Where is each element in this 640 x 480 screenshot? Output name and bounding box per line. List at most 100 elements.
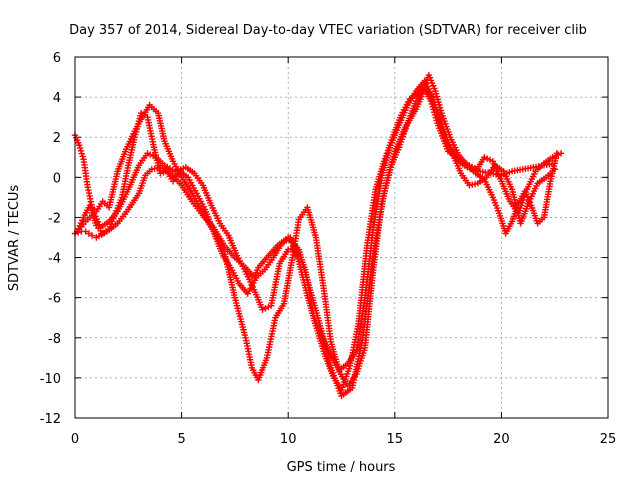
data-marker-interp — [437, 127, 445, 134]
data-marker-interp — [506, 169, 513, 176]
data-marker-interp — [522, 188, 530, 196]
data-marker-interp — [320, 287, 328, 295]
data-marker-interp — [483, 155, 491, 162]
data-marker-interp — [234, 277, 241, 285]
data-marker-interp — [466, 165, 474, 172]
data-marker-interp — [386, 144, 394, 151]
data-marker-interp — [351, 373, 358, 380]
data-marker-interp — [549, 168, 556, 175]
data-marker-interp — [187, 195, 194, 203]
x-tick-label: 5 — [177, 432, 185, 447]
x-tick-label: 0 — [71, 432, 79, 447]
data-marker-interp — [217, 247, 225, 255]
data-marker-interp — [516, 166, 524, 174]
data-marker-interp — [411, 90, 418, 97]
data-marker-interp — [168, 155, 176, 162]
data-marker-interp — [84, 181, 91, 188]
data-marker-interp — [102, 228, 110, 235]
data-marker-interp — [112, 210, 120, 217]
data-marker-interp — [538, 162, 546, 169]
y-tick-label: 6 — [53, 51, 61, 66]
data-marker-interp — [505, 195, 513, 203]
data-marker-interp — [198, 207, 205, 215]
data-marker-interp — [428, 91, 435, 98]
data-marker-interp — [486, 156, 494, 164]
data-marker-interp — [141, 111, 148, 119]
x-tick-label: 25 — [600, 432, 617, 447]
data-markers — [71, 71, 565, 400]
data-marker-interp — [113, 170, 121, 178]
data-marker-interp — [546, 180, 554, 188]
data-marker-interp — [334, 364, 342, 371]
y-tick-label: -12 — [40, 412, 61, 427]
data-marker-interp — [454, 155, 461, 163]
x-axis-label: GPS time / hours — [287, 460, 396, 475]
data-marker-interp — [200, 203, 207, 210]
data-marker-interp — [79, 217, 86, 224]
data-marker-interp — [123, 208, 130, 215]
data-marker-interp — [262, 357, 270, 364]
data-marker-interp — [112, 221, 119, 229]
data-marker-interp — [345, 365, 353, 372]
data-marker-interp — [191, 187, 199, 194]
data-marker-interp — [538, 216, 546, 223]
data-marker-interp — [232, 249, 240, 257]
data-marker-interp — [285, 235, 292, 243]
data-marker-interp — [149, 152, 157, 160]
data-marker-interp — [215, 217, 222, 225]
data-marker-interp — [533, 182, 540, 190]
data-marker-interp — [156, 167, 163, 174]
data-marker-interp — [254, 266, 261, 274]
data-marker-interp — [189, 168, 196, 176]
data-marker-interp — [288, 256, 296, 264]
y-tick-label: 4 — [53, 91, 61, 106]
data-marker-interp — [249, 283, 257, 291]
data-marker-interp — [207, 199, 214, 207]
data-marker-interp — [160, 169, 167, 176]
data-marker-interp — [555, 151, 562, 158]
data-marker-interp — [464, 179, 471, 187]
data-marker-interp — [326, 350, 333, 357]
grid-lines — [75, 57, 608, 418]
data-marker-interp — [469, 166, 477, 174]
data-marker-interp — [498, 166, 505, 174]
data-marker-interp — [134, 192, 141, 199]
data-marker-interp — [241, 331, 249, 339]
x-tick-label: 10 — [280, 432, 297, 447]
data-marker-interp — [403, 122, 410, 130]
data-marker-interp — [248, 361, 255, 369]
data-marker-interp — [182, 172, 190, 180]
data-marker-interp — [318, 332, 325, 339]
data-marker-interp — [262, 305, 269, 312]
series-trace-4 — [76, 77, 565, 374]
data-marker-interp — [327, 335, 334, 343]
y-tick-label: 0 — [53, 171, 61, 186]
data-marker-interp — [394, 124, 402, 131]
data-marker-interp — [271, 317, 279, 324]
data-marker-interp — [312, 231, 319, 239]
data-marker-interp — [96, 221, 103, 228]
data-marker-interp — [481, 175, 488, 183]
data-marker-interp — [122, 148, 129, 155]
data-marker-interp — [310, 309, 317, 317]
data-marker-interp — [540, 175, 548, 183]
data-marker-interp — [461, 162, 469, 170]
data-marker-interp — [79, 153, 86, 160]
data-marker-interp — [146, 168, 153, 175]
data-marker-interp — [488, 191, 495, 199]
data-marker-interp — [85, 230, 93, 237]
data-marker-interp — [240, 265, 248, 273]
data-marker-interp — [527, 164, 534, 172]
data-marker-interp — [198, 179, 205, 187]
data-marker-interp — [411, 100, 419, 107]
data-marker-interp — [209, 225, 216, 233]
data-marker-interp — [152, 107, 160, 115]
data-marker-interp — [283, 248, 290, 256]
data-marker-interp — [471, 180, 479, 188]
data-marker-interp — [261, 256, 269, 263]
data-marker-interp — [159, 160, 166, 167]
y-tick-label: -2 — [48, 211, 61, 226]
data-marker-interp — [531, 170, 538, 178]
chart-title: Day 357 of 2014, Sidereal Day-to-day VTE… — [69, 23, 587, 38]
